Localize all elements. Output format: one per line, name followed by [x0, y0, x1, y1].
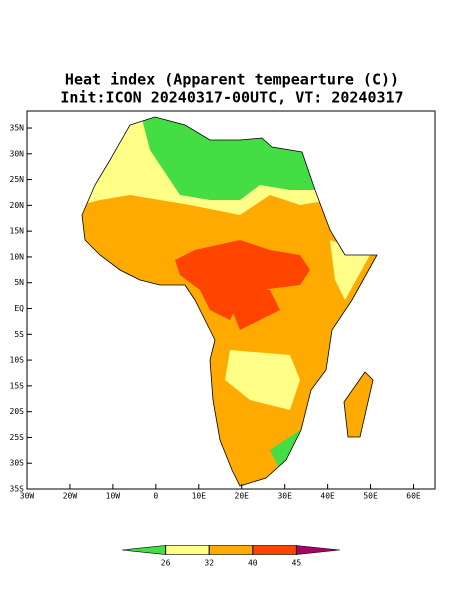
colorbar-label: 26 [161, 559, 171, 568]
y-tick-label: 30N [10, 149, 25, 158]
y-tick-label: 20S [10, 407, 25, 416]
colorbar-segment [121, 545, 166, 555]
x-tick-label: 30W [20, 492, 35, 501]
africa-outline [81, 116, 378, 487]
y-tick-label: 25S [10, 433, 25, 442]
colorbar-label: 45 [292, 559, 302, 568]
colorbar-segment [296, 545, 341, 555]
x-tick-label: 10E [192, 492, 207, 501]
x-tick-label: 20E [235, 492, 250, 501]
title: Heat index (Apparent tempearture (C)) [65, 71, 399, 89]
y-tick-label: 15N [10, 227, 25, 236]
y-tick-label: 35S [10, 485, 25, 494]
y-tick-label: 25N [10, 175, 25, 184]
colorbar-segment [208, 545, 254, 555]
map-frame [26, 110, 436, 490]
x-tick-label: 20W [63, 492, 78, 501]
colorbar-label: 40 [248, 559, 258, 568]
x-tick-label: 40E [320, 492, 335, 501]
y-tick-label: 20N [10, 201, 25, 210]
y-tick-label: 10N [10, 252, 25, 261]
y-tick-label: 10S [10, 356, 25, 365]
x-tick-label: 0 [153, 492, 158, 501]
y-tick-label: EQ [14, 304, 24, 313]
colorbar-segment [165, 545, 210, 555]
y-tick-label: 15S [10, 381, 25, 390]
madagascar [343, 371, 374, 438]
colorbar-segment [252, 545, 297, 555]
y-tick-label: 5S [14, 330, 24, 339]
subtitle: Init:ICON 20240317-00UTC, VT: 20240317 [60, 89, 403, 107]
y-tick-label: 30S [10, 459, 25, 468]
x-tick-label: 10W [106, 492, 121, 501]
x-tick-label: 60E [406, 492, 421, 501]
x-tick-label: 30E [277, 492, 292, 501]
africa-field [82, 117, 377, 486]
colorbar-label: 32 [204, 559, 214, 568]
y-tick-label: 5N [14, 278, 24, 287]
y-tick-label: 35N [10, 124, 25, 133]
x-tick-label: 50E [363, 492, 378, 501]
